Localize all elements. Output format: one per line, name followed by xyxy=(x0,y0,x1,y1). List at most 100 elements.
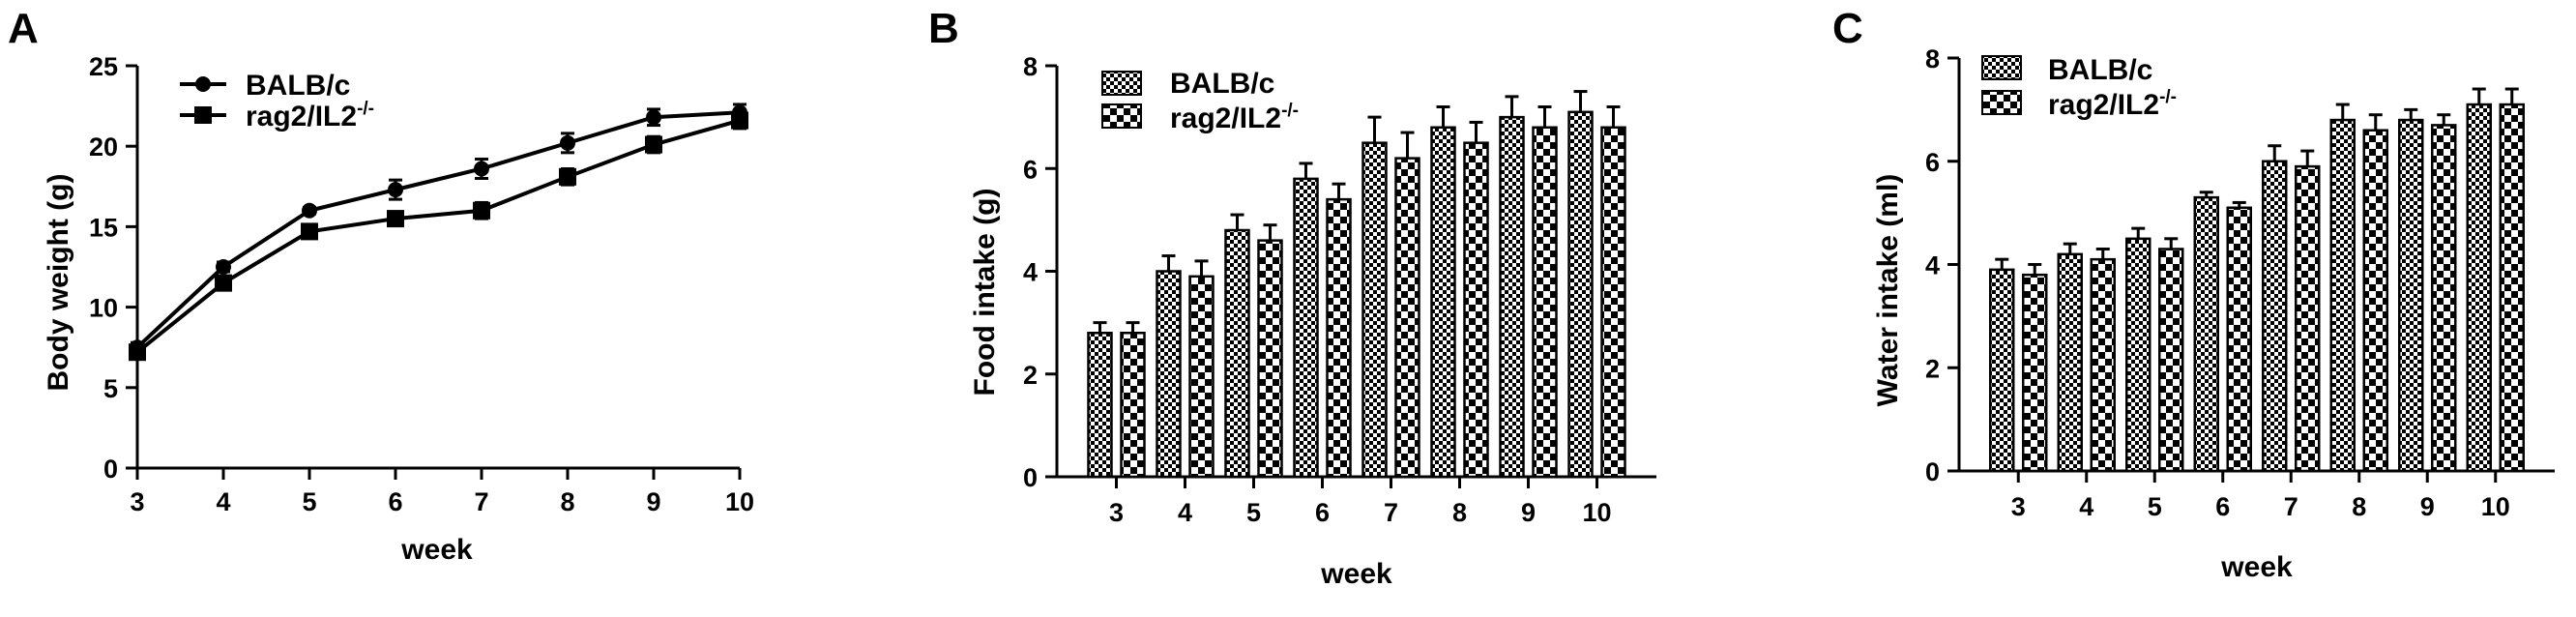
panel-b-legend-rag2-superscript: -/- xyxy=(1281,101,1299,121)
panel-a-legend: BALB/c rag2/IL2-/- xyxy=(180,70,374,132)
panel-a-series-1-point xyxy=(559,167,576,186)
panel-letter-b: B xyxy=(928,5,959,52)
panel-a-y-tick-label: 10 xyxy=(89,294,118,323)
panel-a-x-tick-label: 10 xyxy=(725,487,754,516)
panel-c-x-tick-label: 6 xyxy=(2215,492,2230,521)
panel-b-x-tick-label: 7 xyxy=(1384,498,1398,527)
panel-c-series-1-bar xyxy=(2431,124,2457,473)
panel-c-series-0-bar xyxy=(2262,160,2288,473)
panel-c-series-0-bar xyxy=(1989,268,2015,473)
panel-c-legend-rag2-name: rag2/IL2 xyxy=(2048,89,2159,121)
panel-a-series-0-point xyxy=(216,259,231,275)
panel-b-series-1-bar xyxy=(1188,275,1215,479)
panel-c-plot: 0 2 4 6 8 3 4 5 6 7 8 9 10 xyxy=(1925,44,2555,521)
panel-c-series-1-bar xyxy=(2158,248,2184,473)
panel-b-x-tick-label: 5 xyxy=(1246,498,1261,527)
panel-b-y-tick-label: 4 xyxy=(1023,258,1038,287)
chart-marks-layer: 0 5 10 15 20 25 3 4 5 6 7 8 9 10 0 2 4 6 8 3 4 5 6 7 8 9 10 0 2 4 6 8 3 4… xyxy=(89,44,2555,527)
panel-c-y-tick-label: 8 xyxy=(1925,44,1940,73)
panel-b-series-0-bar xyxy=(1224,228,1250,479)
panel-b-series-0-bar xyxy=(1499,115,1525,479)
panel-c-x-tick-label: 8 xyxy=(2352,492,2366,521)
panel-b-legend: BALB/c rag2/IL2-/- xyxy=(1101,68,1299,134)
panel-c-ylabel: Water intake (ml) xyxy=(1872,174,1904,407)
panel-a-series-1-point xyxy=(645,135,662,154)
panel-a-x-tick-label: 8 xyxy=(560,487,574,516)
panel-a-x-tick-label: 4 xyxy=(216,487,230,516)
panel-a-series-1-point xyxy=(129,343,146,362)
panel-c-series-1-bar xyxy=(2499,103,2525,473)
panel-b-series-1-bar xyxy=(1463,141,1489,479)
panel-c-y-tick-label: 6 xyxy=(1925,148,1940,177)
panel-c-x-tick-label: 4 xyxy=(2079,492,2093,521)
panel-a-legend-rag2-superscript: -/- xyxy=(357,99,374,119)
panel-b-series-0-bar xyxy=(1293,177,1319,479)
panel-b-series-0-bar xyxy=(1430,126,1456,479)
panel-c-y-tick-label: 0 xyxy=(1925,457,1940,486)
panel-a-x-tick-label: 3 xyxy=(130,487,144,516)
panel-a-x-tick-label: 9 xyxy=(646,487,660,516)
panel-a-x-tick-label: 5 xyxy=(302,487,316,516)
panel-b-x-tick-label: 4 xyxy=(1178,498,1192,527)
panel-b-y-tick-label: 8 xyxy=(1023,52,1038,81)
panel-a-x-tick-label: 6 xyxy=(388,487,402,516)
panel-c-x-tick-label: 7 xyxy=(2284,492,2298,521)
panel-c-series-0-bar xyxy=(2057,252,2083,473)
panel-c-series-1-bar xyxy=(2362,129,2388,473)
panel-a-series-1-point xyxy=(215,274,232,292)
panel-a-plot: 0 5 10 15 20 25 3 4 5 6 7 8 9 10 xyxy=(89,52,754,516)
panel-c-series-0-bar xyxy=(2398,118,2424,473)
panel-a-y-tick-label: 15 xyxy=(89,213,118,242)
panel-a-series-0-point xyxy=(646,109,661,126)
panel-c-y-tick-label: 4 xyxy=(1925,251,1940,280)
panel-c-y-tick-label: 2 xyxy=(1925,354,1940,383)
panel-a-ylabel: Body weight (g) xyxy=(43,174,74,392)
panel-a-legend-rag2-name: rag2/IL2 xyxy=(246,101,357,132)
panel-a-x-tick-label: 7 xyxy=(474,487,488,516)
panel-c-x-tick-label: 10 xyxy=(2481,492,2510,521)
panel-b-legend-label-balbc: BALB/c xyxy=(1170,68,1274,100)
panel-b-y-tick-label: 2 xyxy=(1023,361,1038,390)
panel-a-series-1-point xyxy=(473,201,490,220)
panel-b-series-1-bar xyxy=(1600,126,1626,479)
panel-b-x-tick-label: 9 xyxy=(1521,498,1536,527)
panel-a-legend-marker-balbc xyxy=(195,76,211,92)
panel-b-xlabel: week xyxy=(1320,558,1392,590)
panel-a-series-0-point xyxy=(388,182,403,198)
panel-b-legend-swatch-balbc xyxy=(1101,71,1142,96)
panel-c-legend-swatch-balbc xyxy=(1981,55,2022,80)
panel-c-series-0-bar xyxy=(2466,103,2492,473)
panel-letter-a: A xyxy=(8,5,39,52)
panel-a-series-0-point xyxy=(560,134,575,151)
panel-b-x-tick-label: 10 xyxy=(1582,498,1611,527)
panel-c-legend-rag2-superscript: -/- xyxy=(2159,87,2177,107)
panel-b-series-1-bar xyxy=(1326,197,1352,479)
panel-c-x-tick-label: 3 xyxy=(2011,492,2026,521)
panel-a-legend-marker-rag2 xyxy=(194,106,212,124)
panel-b-x-tick-label: 8 xyxy=(1452,498,1467,527)
panel-a-series-1-point xyxy=(387,210,404,228)
panel-b-legend-label-rag2: rag2/IL2-/- xyxy=(1170,101,1299,134)
panel-b-legend-swatch-rag2 xyxy=(1101,103,1142,129)
panel-c-series-0-bar xyxy=(2193,195,2219,473)
panel-a-y-tick-label: 25 xyxy=(89,52,118,81)
panel-c-series-1-bar xyxy=(2295,164,2321,473)
panel-b-series-0-bar xyxy=(1361,141,1388,479)
panel-a-legend-label-rag2: rag2/IL2-/- xyxy=(246,99,374,132)
panel-b-series-0-bar xyxy=(1087,332,1113,479)
panel-b-series-1-bar xyxy=(1532,126,1558,479)
panel-c-series-1-bar xyxy=(2226,206,2252,473)
panel-a-series-1-point xyxy=(731,111,748,130)
panel-b-plot: 0 2 4 6 8 3 4 5 6 7 8 9 10 xyxy=(1023,52,1656,527)
panel-b-legend-rag2-name: rag2/IL2 xyxy=(1170,103,1281,134)
panel-b-x-tick-label: 6 xyxy=(1315,498,1330,527)
panel-b-series-0-bar xyxy=(1156,270,1182,479)
panel-b-series-0-bar xyxy=(1567,110,1594,479)
panel-b-y-tick-label: 6 xyxy=(1023,155,1038,184)
panel-b-series-1-bar xyxy=(1394,157,1420,479)
panel-c-x-tick-label: 5 xyxy=(2148,492,2162,521)
panel-a-series-0-line xyxy=(135,110,741,349)
panel-b-y-tick-label: 0 xyxy=(1023,463,1038,492)
panel-a-y-tick-label: 5 xyxy=(103,374,118,403)
